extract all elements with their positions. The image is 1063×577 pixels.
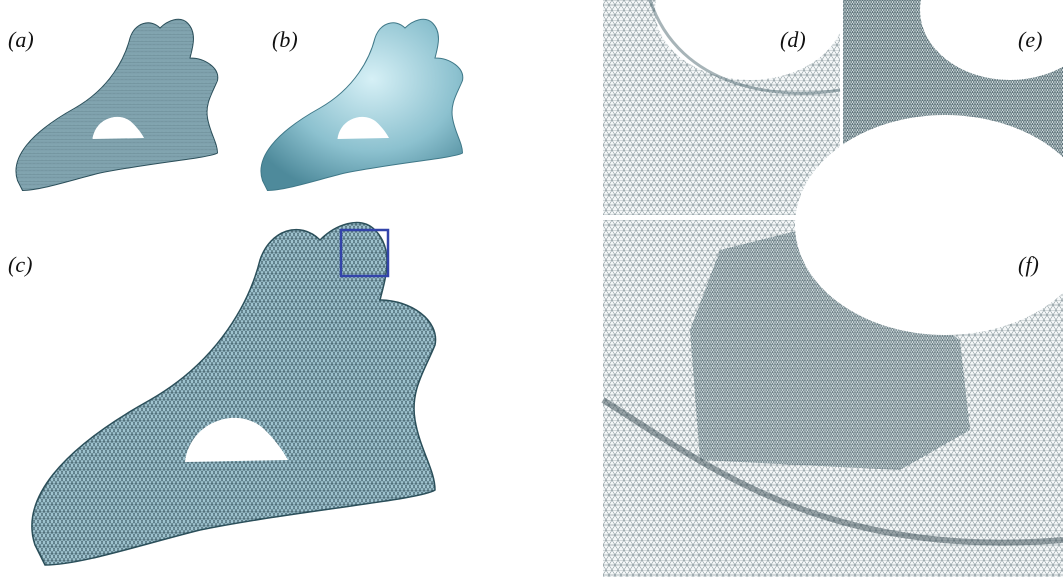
panel-label: (c) bbox=[8, 252, 32, 277]
panel-label: (b) bbox=[272, 27, 298, 52]
panel-d bbox=[603, 0, 845, 215]
panel-f bbox=[601, 115, 1063, 577]
zoom-box bbox=[339, 228, 390, 278]
panel-c bbox=[31, 221, 437, 566]
panel-label: (d) bbox=[780, 27, 806, 52]
panel-label: (f) bbox=[1018, 252, 1039, 277]
panel-a bbox=[15, 18, 219, 191]
panel-label: (a) bbox=[8, 27, 34, 52]
panel-label: (e) bbox=[1018, 27, 1042, 52]
